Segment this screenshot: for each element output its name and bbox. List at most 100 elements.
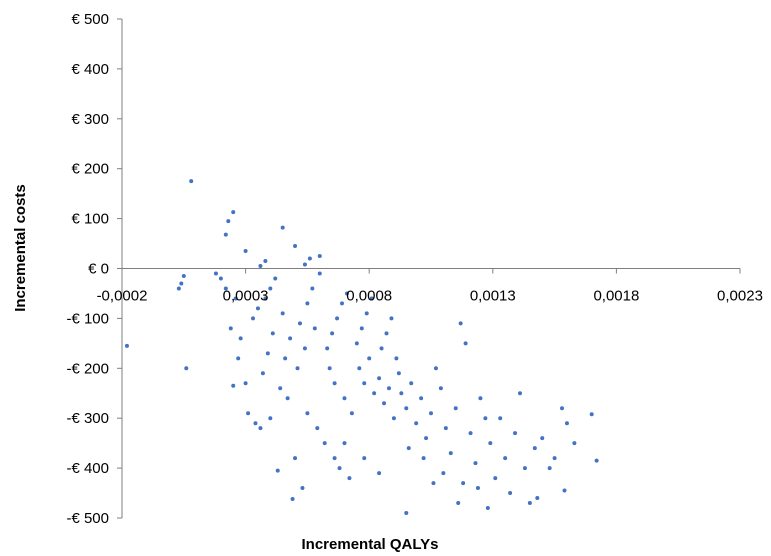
y-tick-label: -€ 100 bbox=[66, 310, 109, 327]
data-point bbox=[293, 244, 298, 249]
data-point bbox=[181, 273, 186, 278]
x-axis-title: Incremental QALYs bbox=[302, 536, 439, 553]
data-point bbox=[562, 488, 567, 493]
data-point bbox=[258, 426, 263, 431]
data-point bbox=[552, 456, 557, 461]
data-point bbox=[218, 276, 223, 281]
data-points bbox=[124, 179, 599, 516]
data-point bbox=[508, 491, 513, 496]
data-point bbox=[441, 471, 446, 476]
data-point bbox=[315, 426, 320, 431]
data-point bbox=[327, 366, 332, 371]
data-point bbox=[386, 386, 391, 391]
data-point bbox=[189, 179, 194, 184]
data-point bbox=[431, 481, 436, 486]
data-point bbox=[268, 286, 273, 291]
data-point bbox=[233, 296, 238, 301]
data-point bbox=[335, 316, 340, 321]
y-tick-label: -€ 200 bbox=[66, 360, 109, 377]
data-point bbox=[377, 376, 382, 381]
data-point bbox=[389, 316, 394, 321]
data-point bbox=[433, 366, 438, 371]
y-tick-label: -€ 300 bbox=[66, 410, 109, 427]
y-tick-label: € 200 bbox=[71, 161, 109, 178]
data-point bbox=[379, 346, 384, 351]
data-point bbox=[342, 396, 347, 401]
x-tick-label: 0,0018 bbox=[593, 288, 639, 305]
data-point bbox=[236, 356, 241, 361]
data-point bbox=[424, 436, 429, 441]
data-point bbox=[124, 343, 129, 348]
data-point bbox=[354, 341, 359, 346]
data-point bbox=[295, 366, 300, 371]
data-point bbox=[468, 431, 473, 436]
data-point bbox=[404, 406, 409, 411]
data-point bbox=[478, 396, 483, 401]
data-point bbox=[268, 416, 273, 421]
data-point bbox=[312, 326, 317, 331]
data-point bbox=[226, 219, 231, 224]
x-tick-label: 0,0008 bbox=[346, 288, 392, 305]
data-point bbox=[285, 396, 290, 401]
data-point bbox=[409, 381, 414, 386]
data-point bbox=[458, 321, 463, 326]
data-point bbox=[461, 481, 466, 486]
data-point bbox=[288, 336, 293, 341]
data-point bbox=[283, 356, 288, 361]
data-point bbox=[325, 346, 330, 351]
data-point bbox=[302, 262, 307, 267]
data-point bbox=[184, 366, 189, 371]
data-point bbox=[228, 326, 233, 331]
data-point bbox=[223, 232, 228, 237]
data-point bbox=[589, 412, 594, 417]
data-point bbox=[344, 291, 349, 296]
data-point bbox=[448, 451, 453, 456]
data-point bbox=[560, 406, 565, 411]
data-point bbox=[362, 456, 367, 461]
data-point bbox=[473, 461, 478, 466]
data-point bbox=[297, 321, 302, 326]
data-point bbox=[362, 381, 367, 386]
data-point bbox=[349, 411, 354, 416]
y-tick-label: € 100 bbox=[71, 211, 109, 228]
y-tick-label: -€ 500 bbox=[66, 510, 109, 527]
x-tick-label: 0,0023 bbox=[717, 288, 763, 305]
data-point bbox=[231, 210, 236, 215]
data-point bbox=[223, 286, 228, 291]
data-point bbox=[340, 301, 345, 306]
data-point bbox=[359, 326, 364, 331]
data-point bbox=[347, 476, 352, 481]
data-point bbox=[231, 383, 236, 388]
data-point bbox=[330, 331, 335, 336]
data-point bbox=[406, 446, 411, 451]
data-point bbox=[394, 356, 399, 361]
data-point bbox=[243, 249, 248, 254]
data-point bbox=[564, 421, 569, 426]
data-point bbox=[594, 458, 599, 463]
tick-labels: € 500 € 400 € 300 € 200 € 100 € 0 -€ 100 -€ 200… bbox=[66, 11, 762, 527]
data-point bbox=[357, 366, 362, 371]
data-point bbox=[337, 466, 342, 471]
data-point bbox=[270, 331, 275, 336]
data-point bbox=[527, 501, 532, 506]
data-point bbox=[572, 441, 577, 446]
data-point bbox=[305, 301, 310, 306]
data-point bbox=[238, 336, 243, 341]
data-point bbox=[332, 456, 337, 461]
data-point bbox=[280, 311, 285, 316]
data-point bbox=[438, 386, 443, 391]
data-point bbox=[414, 421, 419, 426]
data-point bbox=[485, 506, 490, 511]
data-point bbox=[317, 254, 322, 259]
data-point bbox=[322, 441, 327, 446]
x-tick-label: -0,0002 bbox=[97, 288, 148, 305]
data-point bbox=[382, 401, 387, 406]
data-point bbox=[263, 259, 268, 264]
data-point bbox=[364, 311, 369, 316]
data-point bbox=[384, 331, 389, 336]
data-point bbox=[307, 256, 312, 261]
data-point bbox=[300, 486, 305, 491]
data-point bbox=[488, 441, 493, 446]
